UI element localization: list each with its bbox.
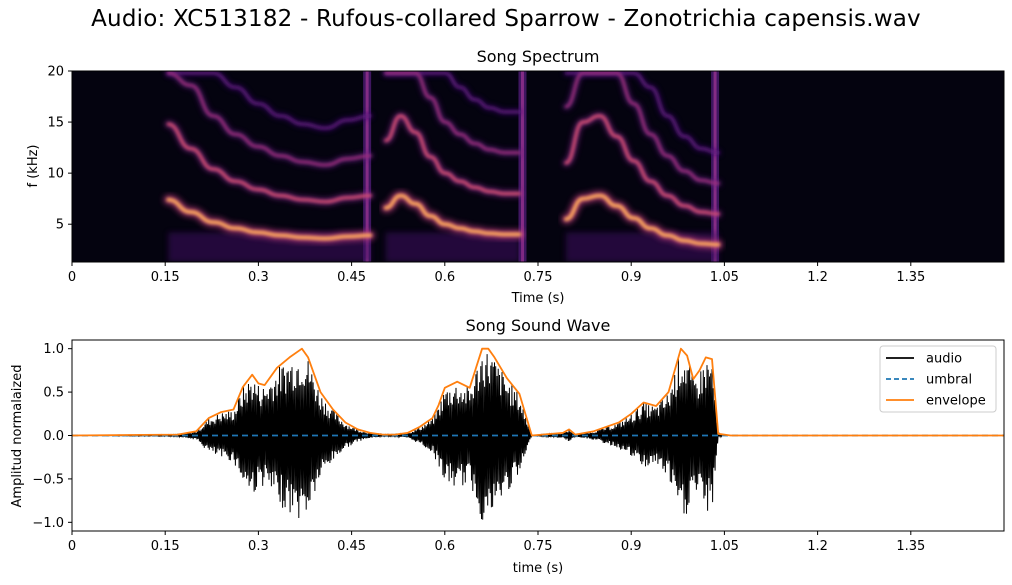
waveform-x-tick-label: 0.6 — [434, 539, 455, 554]
spectrogram-broadband-core — [365, 71, 369, 262]
spectrogram-syllable — [380, 71, 525, 262]
waveform-y-tick-label: 0.5 — [43, 386, 64, 401]
spectrogram-ylabel: f (kHz) — [26, 145, 41, 188]
spectrogram-harmonic-3 — [384, 71, 521, 154]
spectrogram-y-tick-label: 15 — [47, 116, 64, 131]
spectrogram-x-tick-label: 0.45 — [337, 270, 366, 285]
spectrogram-harmonic-1 — [383, 193, 522, 237]
figure-title: Audio: XC513182 - Rufous-collared Sparro… — [91, 6, 921, 32]
spectrogram-broadband-core — [520, 71, 524, 262]
spectrogram-x-tick-label: 0.3 — [248, 270, 269, 285]
spectrogram-x-tick-label: 0.75 — [524, 270, 553, 285]
waveform-y-tick-label: −0.5 — [32, 472, 64, 487]
spectrogram-x-tick-label: 0.6 — [434, 270, 455, 285]
waveform-x-tick-label: 0.15 — [151, 539, 180, 554]
waveform-x-tick-label: 1.05 — [710, 539, 739, 554]
spectrogram-x-tick-label: 1.2 — [807, 270, 828, 285]
waveform-x-tick-label: 0.75 — [524, 539, 553, 554]
spectrogram-title: Song Spectrum — [477, 47, 600, 66]
series-envelope — [72, 347, 1004, 437]
waveform-x-tick-label: 0.9 — [621, 539, 642, 554]
legend-label-umbral: umbral — [926, 373, 972, 388]
legend-label-audio: audio — [926, 352, 962, 367]
spectrogram-harmonic-2 — [384, 114, 521, 196]
spectrogram-harmonic-1 — [564, 193, 721, 247]
spectrogram-panel: Song Spectrum 0 0.15 0.3 0.45 0.6 0.75 0.9 1.05… — [26, 47, 1005, 306]
spectrogram-y-tick-label: 5 — [56, 218, 64, 233]
waveform-title: Song Sound Wave — [466, 316, 611, 335]
waveform-ylabel: Amplitud normalaized — [10, 365, 25, 508]
spectrogram-harmonic-1 — [166, 197, 373, 241]
waveform-y-tick-label: 0.0 — [43, 429, 64, 444]
spectrogram-x-tick-label: 1.35 — [896, 270, 925, 285]
waveform-x-tick-label: 1.35 — [896, 539, 925, 554]
waveform-y-tick-label: 1.0 — [43, 342, 64, 357]
legend-label-envelope: envelope — [926, 394, 986, 409]
spectrogram-syllable — [561, 71, 724, 262]
spectrogram-xlabel: Time (s) — [511, 291, 565, 306]
waveform-xlabel: time (s) — [513, 561, 563, 576]
waveform-x-tick-label: 0 — [68, 539, 76, 554]
spectrogram-harmonic-2 — [564, 114, 720, 216]
spectrogram-x-tick-label: 0.9 — [621, 270, 642, 285]
spectrogram-harmonic-2 — [166, 122, 372, 204]
spectrogram-x-tick-label: 0 — [68, 270, 76, 285]
spectrogram-harmonic-4 — [167, 71, 372, 130]
spectrogram-broadband-core — [713, 71, 717, 262]
waveform-x-tick-label: 0.3 — [248, 539, 269, 554]
waveform-panel: Song Sound Wave 0 0.15 0.3 0.45 0.6 0.75 0.9 1.… — [10, 316, 1005, 576]
spectrogram-syllable — [163, 71, 376, 262]
spectrogram-x-tick-label: 0.15 — [151, 270, 180, 285]
waveform-y-tick-label: −1.0 — [32, 516, 64, 531]
waveform-legend: audio umbral envelope — [879, 345, 997, 413]
legend-box — [879, 345, 997, 413]
waveform-x-tick-label: 1.2 — [807, 539, 828, 554]
spectrogram-y-tick-label: 20 — [47, 65, 64, 80]
spectrogram-y-tick-label: 10 — [47, 167, 64, 182]
spectrogram-harmonic-3 — [564, 71, 720, 185]
spectrogram-harmonic-3 — [167, 71, 372, 167]
spectrogram-x-tick-label: 1.05 — [710, 270, 739, 285]
waveform-x-tick-label: 0.45 — [337, 539, 366, 554]
